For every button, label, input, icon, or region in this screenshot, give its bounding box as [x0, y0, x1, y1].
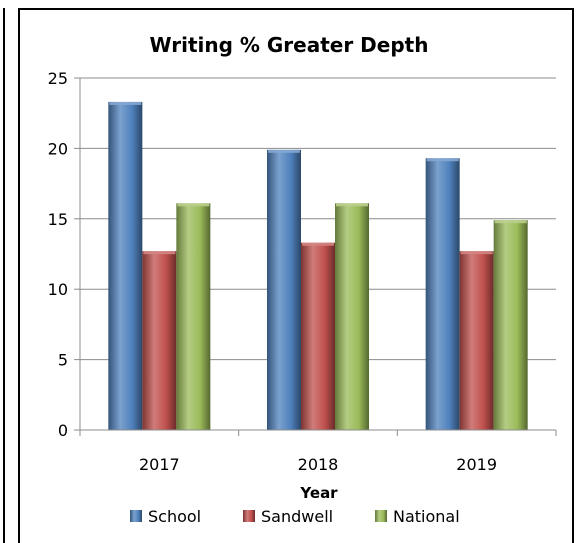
- x-tick-labels: 2017 2018 2019: [139, 455, 497, 474]
- x-tick-label-2017: 2017: [139, 455, 180, 474]
- legend-swatch-sandwell: [243, 510, 255, 522]
- bars: [108, 101, 528, 431]
- bar-national-2019: [493, 220, 528, 430]
- chart-title: Writing % Greater Depth: [150, 33, 429, 57]
- legend-swatch-school: [130, 510, 142, 522]
- x-tick-label-2019: 2019: [456, 455, 497, 474]
- left-border: [3, 8, 5, 543]
- legend-label-national: National: [393, 507, 460, 526]
- bar-school-2017: [108, 101, 143, 430]
- axes: [79, 78, 557, 436]
- x-tick-label-2018: 2018: [298, 455, 339, 474]
- legend: School Sandwell National: [130, 507, 460, 526]
- bar-top-highlight: [268, 149, 300, 153]
- bar-national-2018: [335, 203, 369, 430]
- bar-school-2019: [425, 158, 460, 431]
- bar-top-highlight: [302, 242, 334, 246]
- bar-top-highlight: [460, 251, 493, 255]
- y-tick-labels: 0 5 10 15 20 25: [48, 69, 68, 440]
- bar-top-highlight: [336, 203, 368, 207]
- bar-top-highlight: [426, 158, 459, 162]
- bar-top-highlight: [177, 203, 210, 207]
- legend-swatch-national: [375, 510, 387, 522]
- y-tick-label-15: 15: [48, 210, 68, 229]
- y-tick-label-25: 25: [48, 69, 68, 88]
- y-tick-label-5: 5: [58, 351, 68, 370]
- x-axis-title: Year: [299, 484, 338, 502]
- bar-top-highlight: [109, 101, 142, 105]
- legend-label-school: School: [148, 507, 201, 526]
- y-tick-label-10: 10: [48, 280, 68, 299]
- bar-top-highlight: [143, 251, 176, 255]
- legend-label-sandwell: Sandwell: [261, 507, 333, 526]
- y-tick-label-20: 20: [48, 139, 68, 158]
- bar-top-highlight: [494, 220, 527, 224]
- bar-sandwell-2019: [459, 251, 494, 430]
- bar-school-2018: [267, 149, 301, 431]
- bar-sandwell-2018: [301, 242, 335, 430]
- y-tick-label-0: 0: [58, 421, 68, 440]
- bar-national-2017: [176, 203, 211, 430]
- bar-sandwell-2017: [142, 251, 177, 430]
